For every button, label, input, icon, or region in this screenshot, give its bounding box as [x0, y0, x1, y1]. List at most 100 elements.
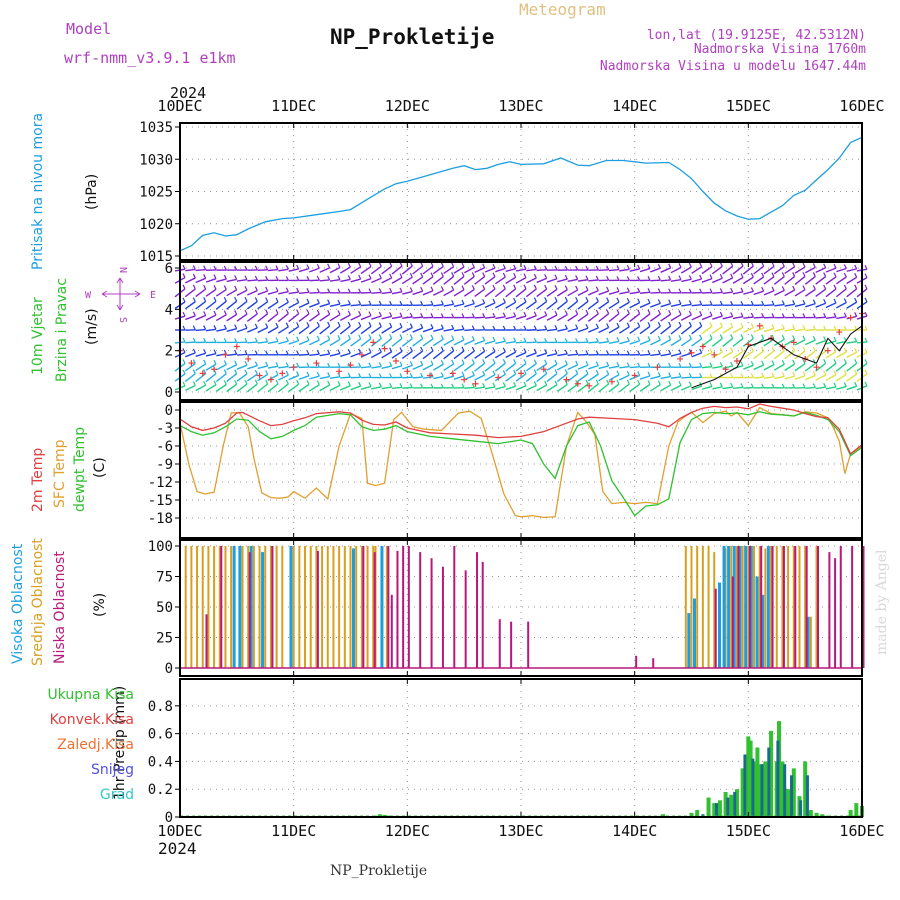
- wind-barb-flag: [482, 359, 486, 364]
- wind-barb-flag: [812, 346, 816, 352]
- wind-barb-flag: [368, 373, 372, 378]
- wind-barb: [401, 337, 413, 347]
- wind-barb-flag: [709, 288, 713, 293]
- ytick-label: 0.2: [148, 782, 173, 798]
- wind-barb-flag: [523, 264, 527, 270]
- xtick-top-label: 10DEC: [157, 97, 202, 115]
- wind-barb: [319, 303, 330, 308]
- wind-barb-flag: [616, 337, 620, 342]
- wind-barb: [639, 302, 651, 309]
- wind-barb-flag: [833, 336, 837, 342]
- wind-barb-flag: [451, 335, 455, 340]
- ytick-label: -6: [156, 439, 173, 455]
- wind-barb: [556, 300, 568, 310]
- cloud-bar: [289, 546, 293, 668]
- wind-barb: [257, 383, 269, 393]
- wind-barb-flag: [585, 350, 589, 355]
- wind-barb-flag: [554, 265, 558, 271]
- wind-barb-flag: [471, 285, 475, 290]
- altitude-label: Nadmorska Visina 1760m: [694, 42, 866, 57]
- wind-barb-flag: [275, 350, 279, 356]
- wind-barb-flag: [285, 265, 289, 270]
- wind-barb-flag: [306, 264, 310, 269]
- wind-barb: [401, 265, 413, 275]
- wind-barb-flag: [688, 381, 692, 386]
- wind-barb-flag: [668, 275, 672, 281]
- wind-barb: [546, 384, 558, 392]
- wind-barb: [701, 385, 713, 390]
- cloud-bar: [271, 546, 274, 668]
- wind-barb: [525, 373, 537, 382]
- wind-barb-flag: [833, 312, 837, 318]
- wind-barb: [701, 304, 713, 307]
- wind-barb-flag: [709, 300, 713, 306]
- wind-barb-flag: [254, 379, 258, 385]
- wind-barb-flag: [575, 296, 579, 302]
- wind-speed-marker: [233, 343, 240, 350]
- wind-barb: [660, 267, 671, 273]
- wind-barb-flag: [854, 284, 858, 290]
- wind-barb-flag: [513, 325, 517, 331]
- wind-barb: [371, 365, 382, 369]
- ytick-label: 0: [165, 403, 173, 419]
- wind-barb-flag: [296, 264, 300, 270]
- wind-barb: [650, 302, 661, 308]
- wind-barb-flag: [606, 361, 610, 367]
- wind-barb-flag: [843, 272, 847, 278]
- wind-barb-flag: [203, 311, 207, 316]
- wind-barb: [794, 303, 806, 308]
- precip-total-bar: [695, 810, 700, 817]
- xtick-bottom-label: 13DEC: [498, 822, 543, 840]
- wind-barb-flag: [523, 359, 527, 364]
- wind-barb: [381, 365, 392, 369]
- precip-snow-bar: [751, 758, 755, 817]
- wind-barb-flag: [802, 371, 806, 377]
- wind-barb-flag: [347, 300, 351, 305]
- wind-barb-flag: [740, 273, 744, 278]
- wind-barb-flag: [192, 311, 196, 317]
- wind-barb: [474, 339, 485, 345]
- wind-barb-flag: [668, 362, 672, 368]
- wind-barb-flag: [223, 310, 227, 315]
- xtick-top-label: 11DEC: [271, 97, 316, 115]
- wind-barb: [846, 362, 858, 372]
- cloud-bar: [207, 546, 210, 668]
- wind-barb-flag: [626, 350, 630, 356]
- wind-speed-marker: [381, 345, 388, 352]
- cloud-bar: [292, 546, 295, 668]
- wind-barb-flag: [792, 383, 796, 389]
- wind-barb-flag: [389, 287, 393, 293]
- wind-barb-flag: [440, 359, 444, 365]
- wind-barb-flag: [750, 272, 754, 278]
- wind-barb-flag: [285, 336, 289, 342]
- wind-barb: [515, 315, 527, 320]
- precip-total-bar: [723, 791, 728, 817]
- wind-barb: [453, 363, 465, 372]
- wind-barb-flag: [595, 297, 599, 302]
- wind-barb-flag: [647, 336, 651, 341]
- wind-barb-flag: [265, 286, 269, 292]
- wind-barb-flag: [761, 272, 765, 278]
- wind-barb-flag: [347, 381, 351, 386]
- wind-barb-flag: [285, 276, 289, 281]
- wind-barb-flag: [761, 300, 765, 306]
- wind-barb: [650, 339, 661, 346]
- wind-barb-flag: [823, 263, 827, 269]
- wind-barb: [205, 384, 217, 392]
- wind-barb: [505, 268, 516, 272]
- wind-barb: [804, 275, 816, 285]
- cloud-bar: [396, 550, 399, 668]
- wind-barb: [360, 366, 372, 369]
- wind-barb-flag: [234, 349, 238, 355]
- wind-barb-flag: [513, 273, 517, 278]
- wind-barb: [412, 265, 424, 275]
- wind-barb-flag: [296, 350, 300, 355]
- wind-barb-flag: [430, 334, 434, 340]
- wind-barb: [453, 375, 465, 380]
- axis-layer: 10DEC10DEC11DEC11DEC12DEC12DEC13DEC13DEC…: [139, 97, 884, 840]
- wind-barb-flag: [585, 286, 589, 291]
- wind-barb: [608, 383, 620, 393]
- wind-barb-flag: [637, 336, 641, 341]
- ytick-label: 1025: [139, 185, 173, 201]
- wind-speed-marker: [836, 329, 843, 336]
